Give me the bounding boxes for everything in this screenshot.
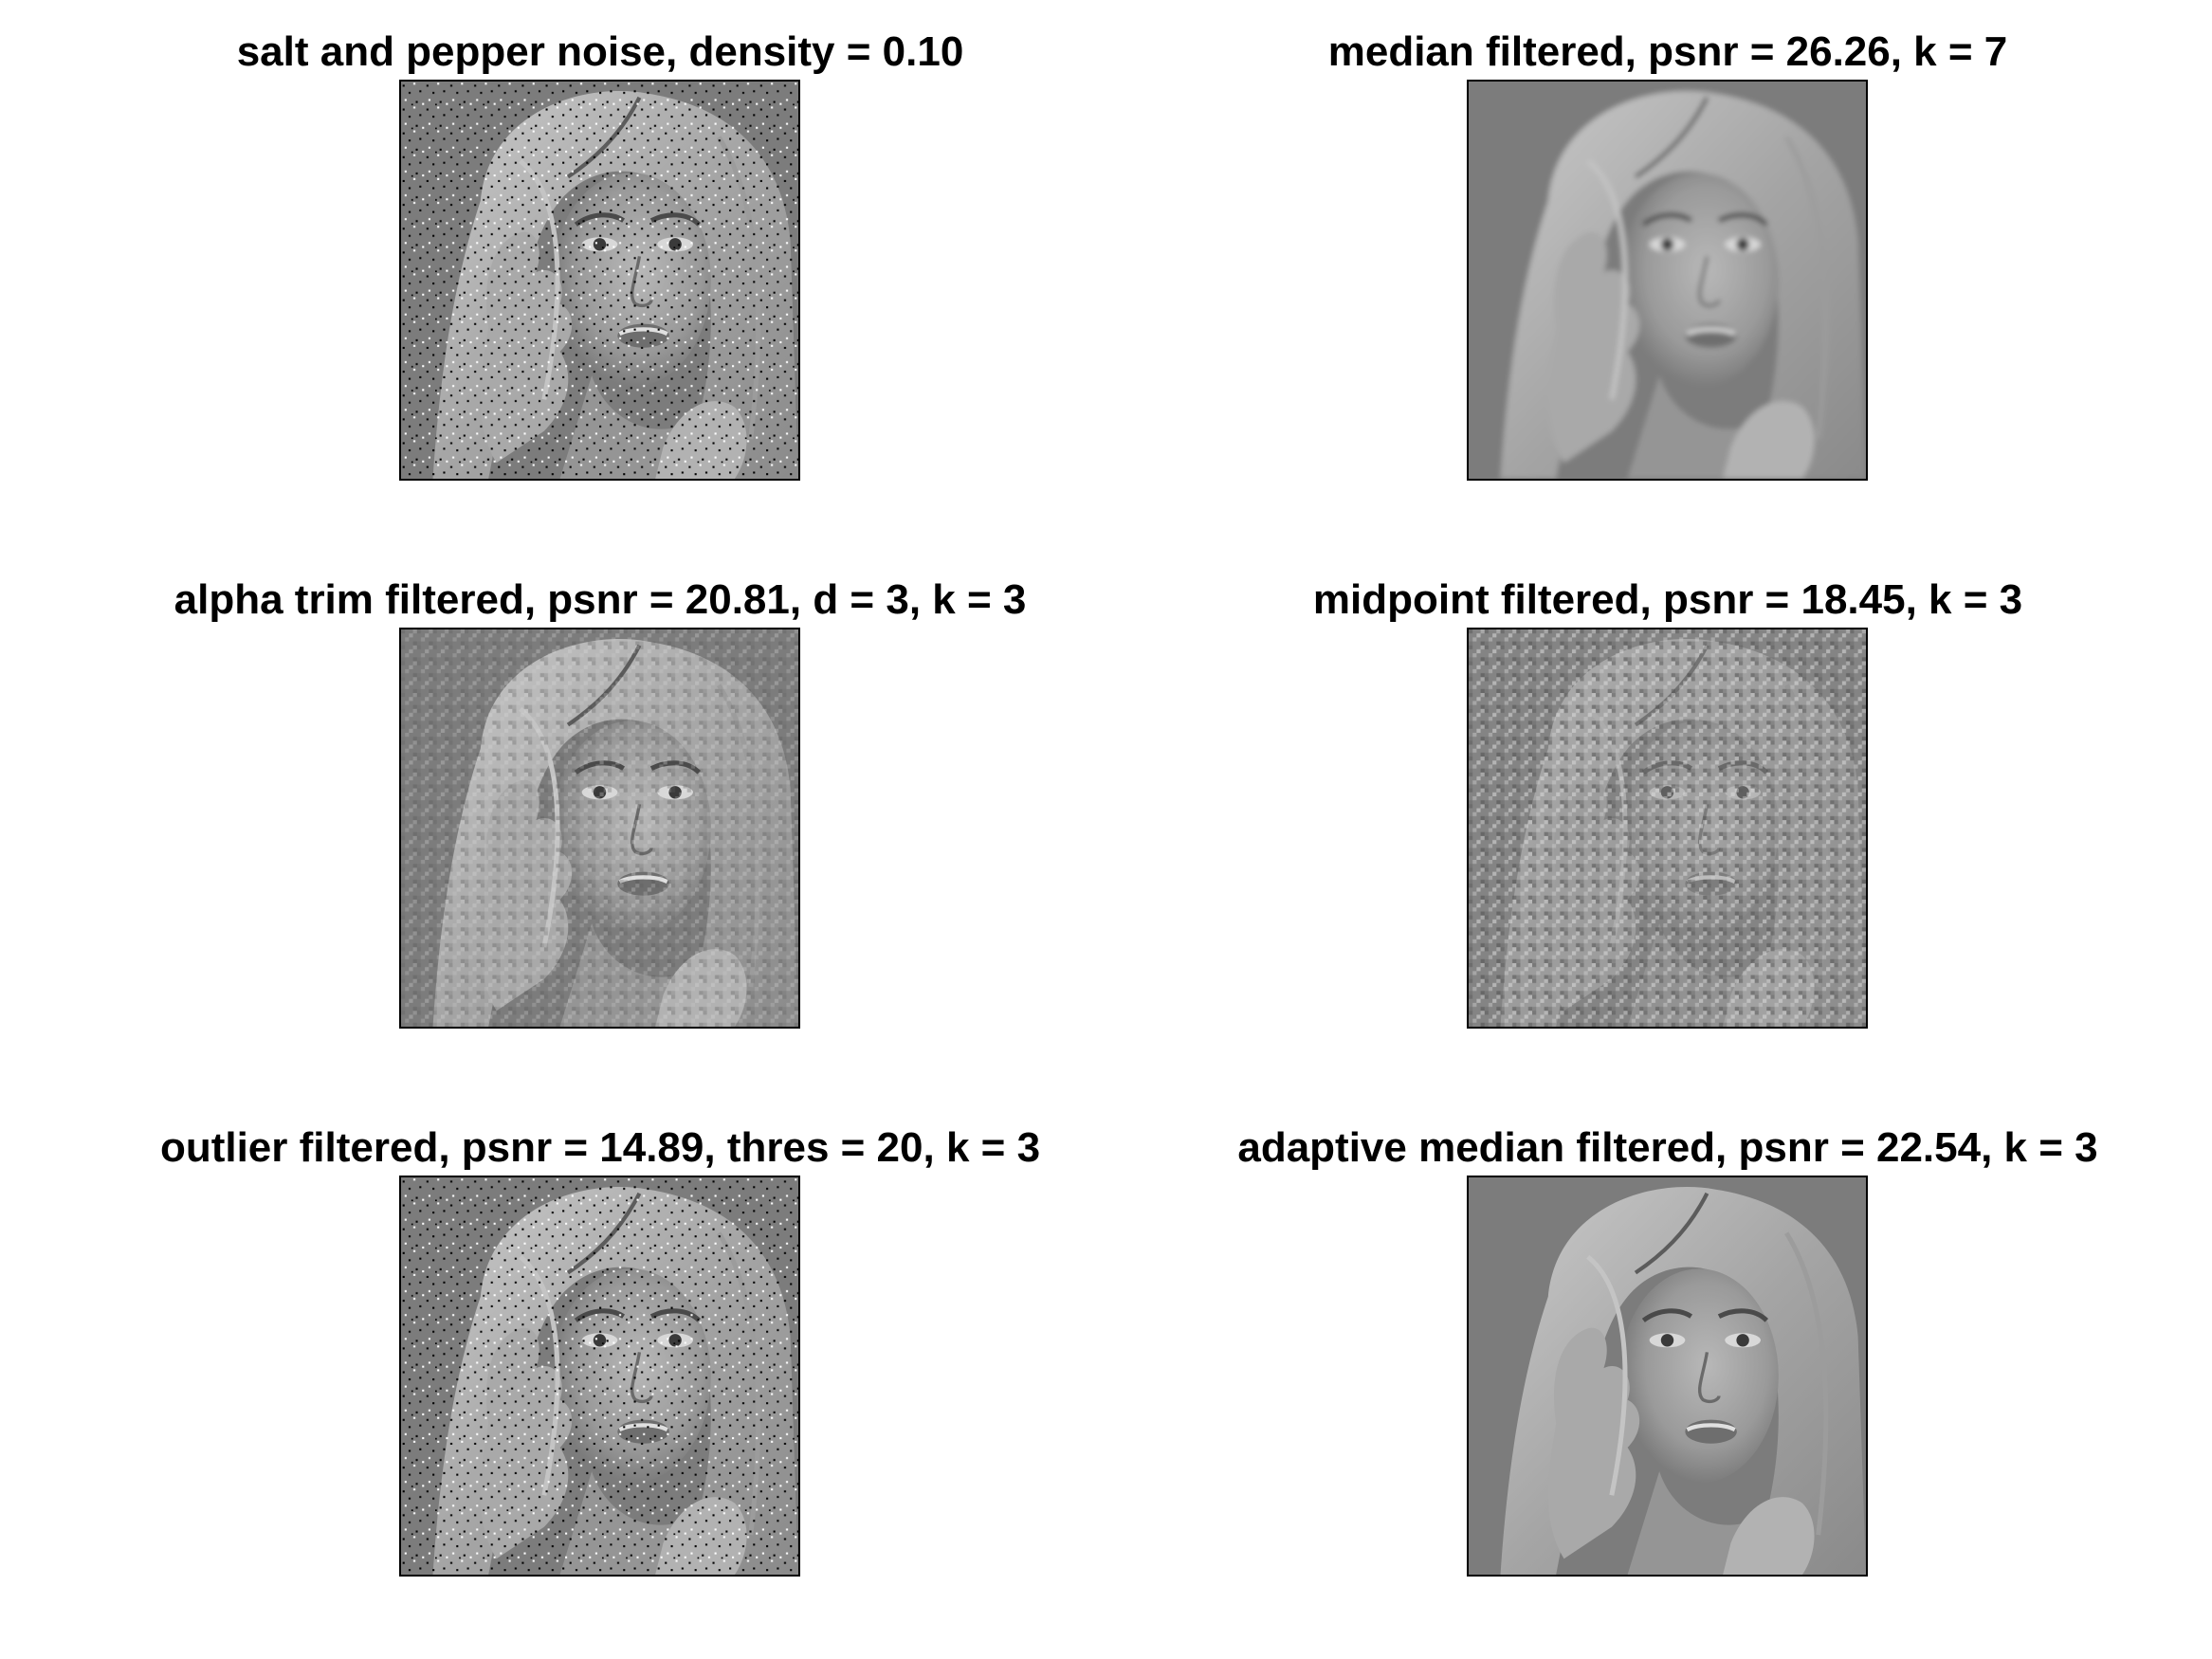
panel-title-outlier: outlier filtered, psnr = 14.89, thres = … <box>159 1124 1041 1171</box>
portrait-image <box>1469 82 1866 479</box>
image-panel-alpha-trim <box>399 628 800 1029</box>
portrait-image <box>1469 1177 1866 1575</box>
image-panel-adaptive-median <box>1467 1176 1868 1577</box>
portrait-image <box>401 82 798 479</box>
portrait-image <box>401 1177 798 1575</box>
image-panel-median <box>1467 80 1868 481</box>
panel-title-adaptive-median: adaptive median filtered, psnr = 22.54, … <box>1237 1124 2098 1171</box>
panel-title-midpoint: midpoint filtered, psnr = 18.45, k = 3 <box>1312 576 2023 623</box>
panel-title-noisy: salt and pepper noise, density = 0.10 <box>236 28 964 75</box>
image-panel-outlier <box>399 1176 800 1577</box>
panel-title-alpha-trim: alpha trim filtered, psnr = 20.81, d = 3… <box>174 576 1027 623</box>
portrait-image <box>1469 629 1866 1027</box>
image-panel-noisy <box>399 80 800 481</box>
panel-title-median: median filtered, psnr = 26.26, k = 7 <box>1327 28 2008 75</box>
portrait-image <box>401 629 798 1027</box>
image-panel-midpoint <box>1467 628 1868 1029</box>
